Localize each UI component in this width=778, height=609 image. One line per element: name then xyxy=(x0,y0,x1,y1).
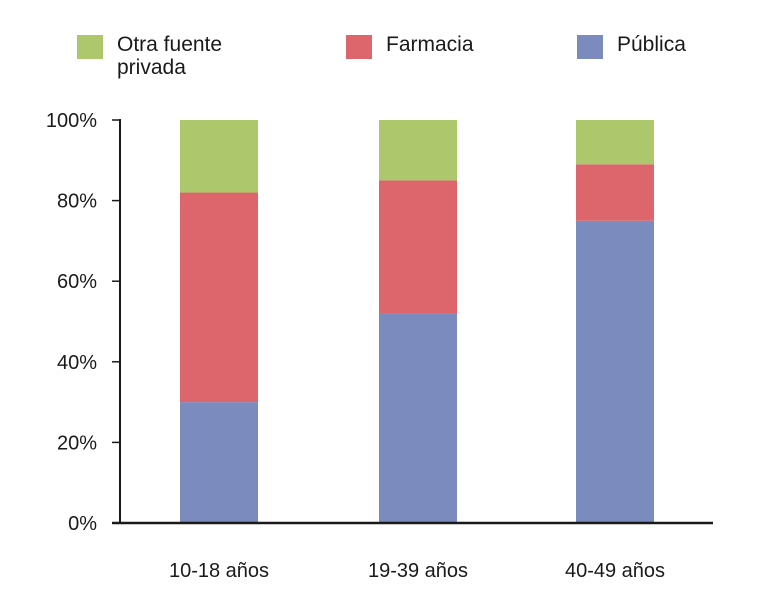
y-tick-label: 60% xyxy=(57,271,97,293)
y-tick-label: 80% xyxy=(57,191,97,213)
legend-swatch xyxy=(577,35,603,59)
x-tick-label: 10-18 años xyxy=(169,560,269,582)
bar-segment-farmacia xyxy=(379,180,457,314)
legend-item-farmacia: Farmacia xyxy=(346,33,536,59)
bar-segment-p-blica xyxy=(180,402,258,523)
bar-segment-otra-fuente-privada xyxy=(576,120,654,165)
y-tick-label: 0% xyxy=(68,513,97,535)
legend-swatch xyxy=(77,35,103,59)
bar-segment-farmacia xyxy=(180,192,258,403)
legend-item-publica: Pública xyxy=(577,33,767,59)
legend-swatch xyxy=(346,35,372,59)
bar-segment-p-blica xyxy=(379,313,457,523)
y-tick-label: 40% xyxy=(57,352,97,374)
legend-label: Otra fuente privada xyxy=(117,33,223,79)
bar-segment-otra-fuente-privada xyxy=(180,120,258,193)
legend-label: Pública xyxy=(617,33,686,56)
bar-segment-p-blica xyxy=(576,220,654,523)
y-tick-label: 20% xyxy=(57,432,97,454)
bar-segment-otra-fuente-privada xyxy=(379,120,457,181)
y-tick-label: 100% xyxy=(46,110,97,132)
legend-item-otra-fuente-privada: Otra fuente privada xyxy=(77,33,267,79)
bar-segment-farmacia xyxy=(576,164,654,221)
legend-label: Farmacia xyxy=(386,33,474,56)
x-tick-label: 40-49 años xyxy=(565,560,665,582)
x-tick-label: 19-39 años xyxy=(368,560,468,582)
